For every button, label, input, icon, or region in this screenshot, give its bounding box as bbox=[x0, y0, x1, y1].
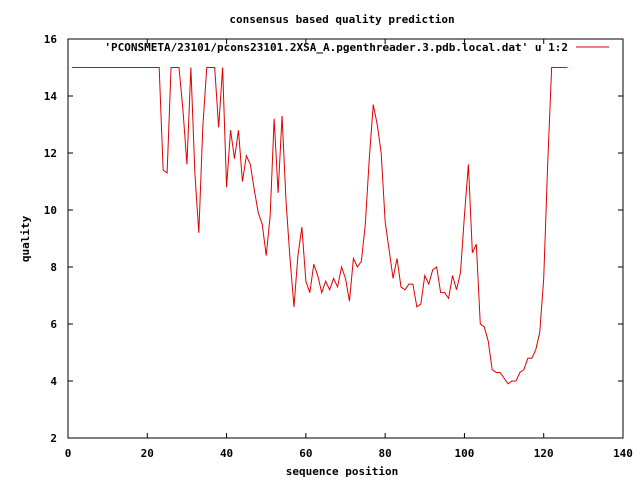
y-tick-label: 12 bbox=[44, 147, 57, 160]
y-tick-label: 16 bbox=[44, 33, 58, 46]
y-axis-title: quality bbox=[19, 215, 32, 262]
plot-frame bbox=[67, 38, 624, 439]
x-tick-label: 120 bbox=[534, 447, 554, 460]
y-tick-label: 6 bbox=[50, 318, 57, 331]
legend: 'PCONSMETA/23101/pcons23101.2XSA_A.pgent… bbox=[104, 41, 609, 54]
legend-series-label: 'PCONSMETA/23101/pcons23101.2XSA_A.pgent… bbox=[104, 41, 568, 54]
x-tick-label: 20 bbox=[141, 447, 154, 460]
chart-title: consensus based quality prediction bbox=[229, 13, 454, 26]
x-tick-label: 140 bbox=[613, 447, 633, 460]
x-tick-label: 40 bbox=[220, 447, 233, 460]
y-tick-label: 2 bbox=[50, 432, 57, 445]
x-tick-label: 0 bbox=[65, 447, 72, 460]
y-tick-label: 4 bbox=[50, 375, 57, 388]
x-tick-label: 60 bbox=[299, 447, 312, 460]
x-tick-label: 80 bbox=[379, 447, 392, 460]
y-tick-label: 14 bbox=[44, 90, 58, 103]
series-line-0 bbox=[71, 67, 568, 385]
x-axis-title: sequence position bbox=[286, 465, 399, 478]
axis-ticks: 0 20 40 60 80 100 120 140 2 4 6 8 10 12 14 16 bbox=[44, 33, 633, 460]
y-tick-label: 10 bbox=[44, 204, 57, 217]
y-tick-label: 8 bbox=[50, 261, 57, 274]
x-tick-label: 100 bbox=[454, 447, 474, 460]
series-layer bbox=[71, 67, 568, 385]
